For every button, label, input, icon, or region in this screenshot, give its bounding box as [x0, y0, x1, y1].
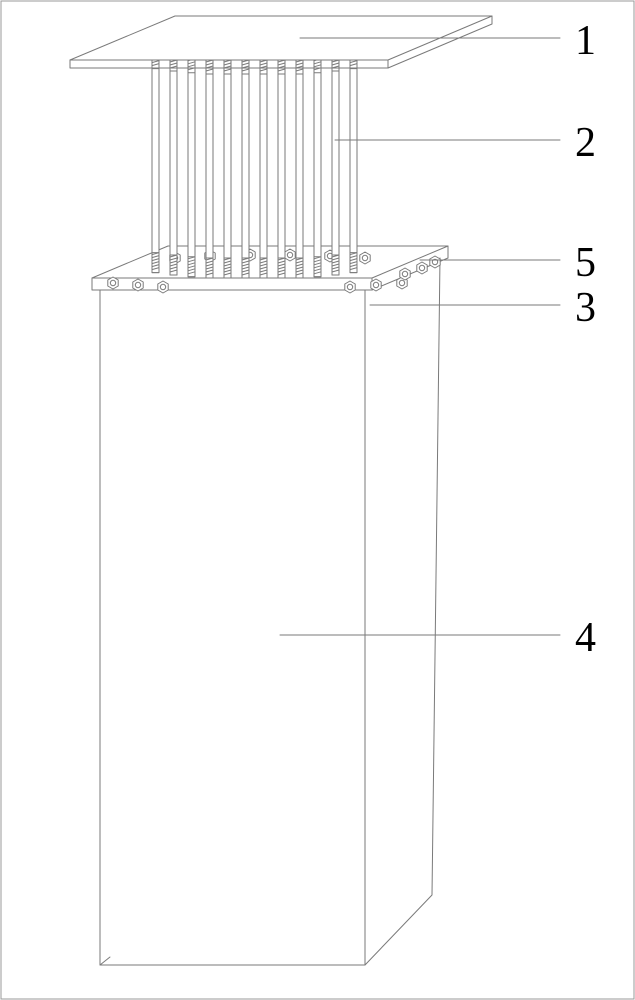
label-5: 5 — [575, 239, 596, 287]
label-4: 4 — [575, 614, 596, 662]
label-1: 1 — [575, 17, 596, 65]
label-2: 2 — [575, 119, 596, 167]
diagram-svg — [0, 0, 635, 1000]
diagram-container: { "canvas": { "width": 635, "height": 10… — [0, 0, 635, 1000]
label-3: 3 — [575, 284, 596, 332]
